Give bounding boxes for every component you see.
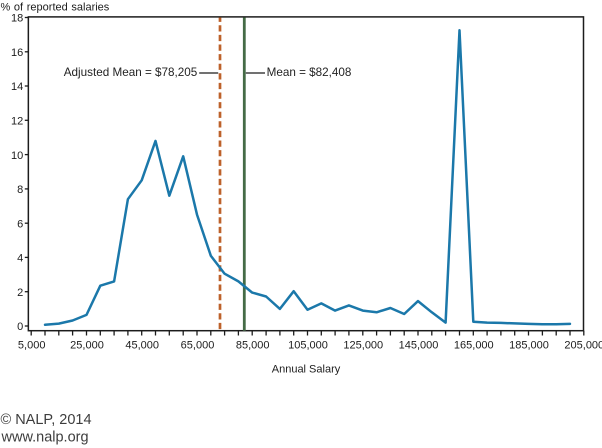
svg-text:6: 6: [17, 218, 23, 230]
svg-text:© NALP, 2014: © NALP, 2014: [1, 412, 92, 428]
svg-text:125,000: 125,000: [343, 339, 383, 351]
svg-text:% of reported salaries: % of reported salaries: [1, 2, 110, 14]
svg-text:0: 0: [17, 321, 23, 333]
svg-text:205,000: 205,000: [564, 339, 602, 351]
svg-text:Annual Salary: Annual Salary: [272, 363, 341, 375]
svg-text:65,000: 65,000: [181, 339, 215, 351]
svg-text:85,000: 85,000: [236, 339, 270, 351]
svg-text:165,000: 165,000: [454, 339, 494, 351]
svg-text:145,000: 145,000: [399, 339, 439, 351]
svg-text:45,000: 45,000: [125, 339, 159, 351]
svg-text:5,000: 5,000: [18, 339, 46, 351]
svg-text:185,000: 185,000: [509, 339, 549, 351]
svg-text:Mean = $82,408: Mean = $82,408: [267, 66, 352, 79]
svg-text:www.nalp.org: www.nalp.org: [1, 430, 89, 446]
svg-text:16: 16: [11, 47, 23, 59]
svg-text:18: 18: [11, 13, 23, 25]
svg-text:Adjusted Mean = $78,205: Adjusted Mean = $78,205: [64, 66, 198, 79]
svg-text:4: 4: [17, 253, 23, 265]
svg-text:8: 8: [17, 184, 23, 196]
svg-text:105,000: 105,000: [288, 339, 328, 351]
svg-text:14: 14: [11, 81, 23, 93]
svg-text:12: 12: [11, 116, 23, 128]
svg-text:2: 2: [17, 287, 23, 299]
svg-text:25,000: 25,000: [70, 339, 104, 351]
svg-text:10: 10: [11, 150, 23, 162]
